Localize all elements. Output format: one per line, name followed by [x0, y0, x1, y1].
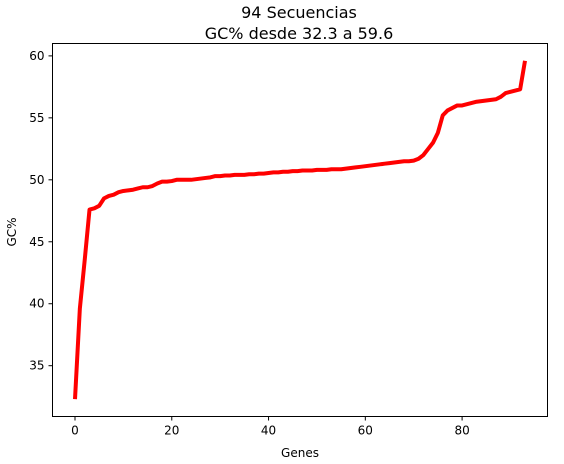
x-tick-label: 40: [261, 424, 276, 438]
chart-title: 94 Secuencias: [241, 3, 357, 22]
y-tick-label: 55: [29, 111, 44, 125]
x-tick-label: 20: [164, 424, 179, 438]
y-tick-label: 60: [29, 49, 44, 63]
x-tick-label: 80: [454, 424, 469, 438]
x-axis-label: Genes: [281, 446, 319, 460]
x-axis-ticks: 0 20 40 60 80: [71, 416, 470, 438]
plot-area-frame: [52, 43, 548, 417]
x-tick-label: 60: [358, 424, 373, 438]
gc-percent-series-line: [73, 60, 527, 400]
y-axis-label: GC%: [5, 217, 19, 246]
y-tick-label: 45: [29, 235, 44, 249]
series-layer: [73, 60, 527, 400]
y-tick-label: 50: [29, 173, 44, 187]
y-tick-label: 40: [29, 297, 44, 311]
y-tick-label: 35: [29, 359, 44, 373]
x-tick-label: 0: [71, 424, 79, 438]
chart-subtitle: GC% desde 32.3 a 59.6: [205, 24, 394, 43]
y-axis-ticks: 35 40 45 50 55 60: [29, 49, 53, 373]
